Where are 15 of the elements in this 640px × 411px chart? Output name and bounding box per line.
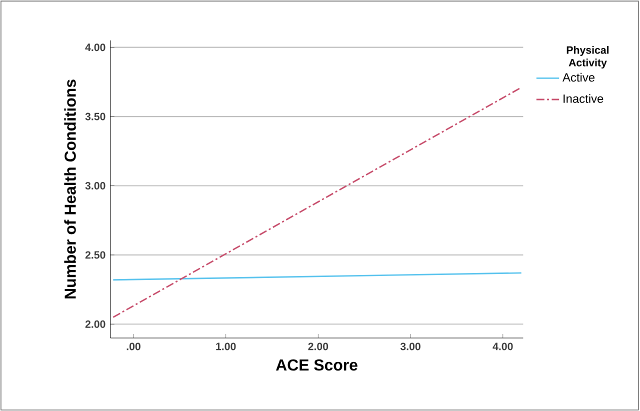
y-axis-title: Number of Health Conditions [64,80,76,298]
y-tick-label: 2.50 [85,251,106,259]
x-tick-label: .00 [126,342,140,350]
y-tick-label: 3.50 [85,112,106,120]
legend-label: Inactive [564,94,604,103]
y-tick-label: 4.00 [85,44,106,52]
legend-label: Active [562,72,595,82]
x-tick-label: 4.00 [492,342,513,350]
y-tick-label: 2.00 [85,320,106,328]
y-tick-label: 3.00 [85,182,106,190]
x-tick-label: 2.00 [308,342,328,350]
x-tick-label: 1.00 [216,342,236,350]
x-tick-label: 3.00 [400,342,420,350]
x-axis-title: ACE Score [276,359,358,371]
legend-title: Physical Activity [566,46,609,69]
